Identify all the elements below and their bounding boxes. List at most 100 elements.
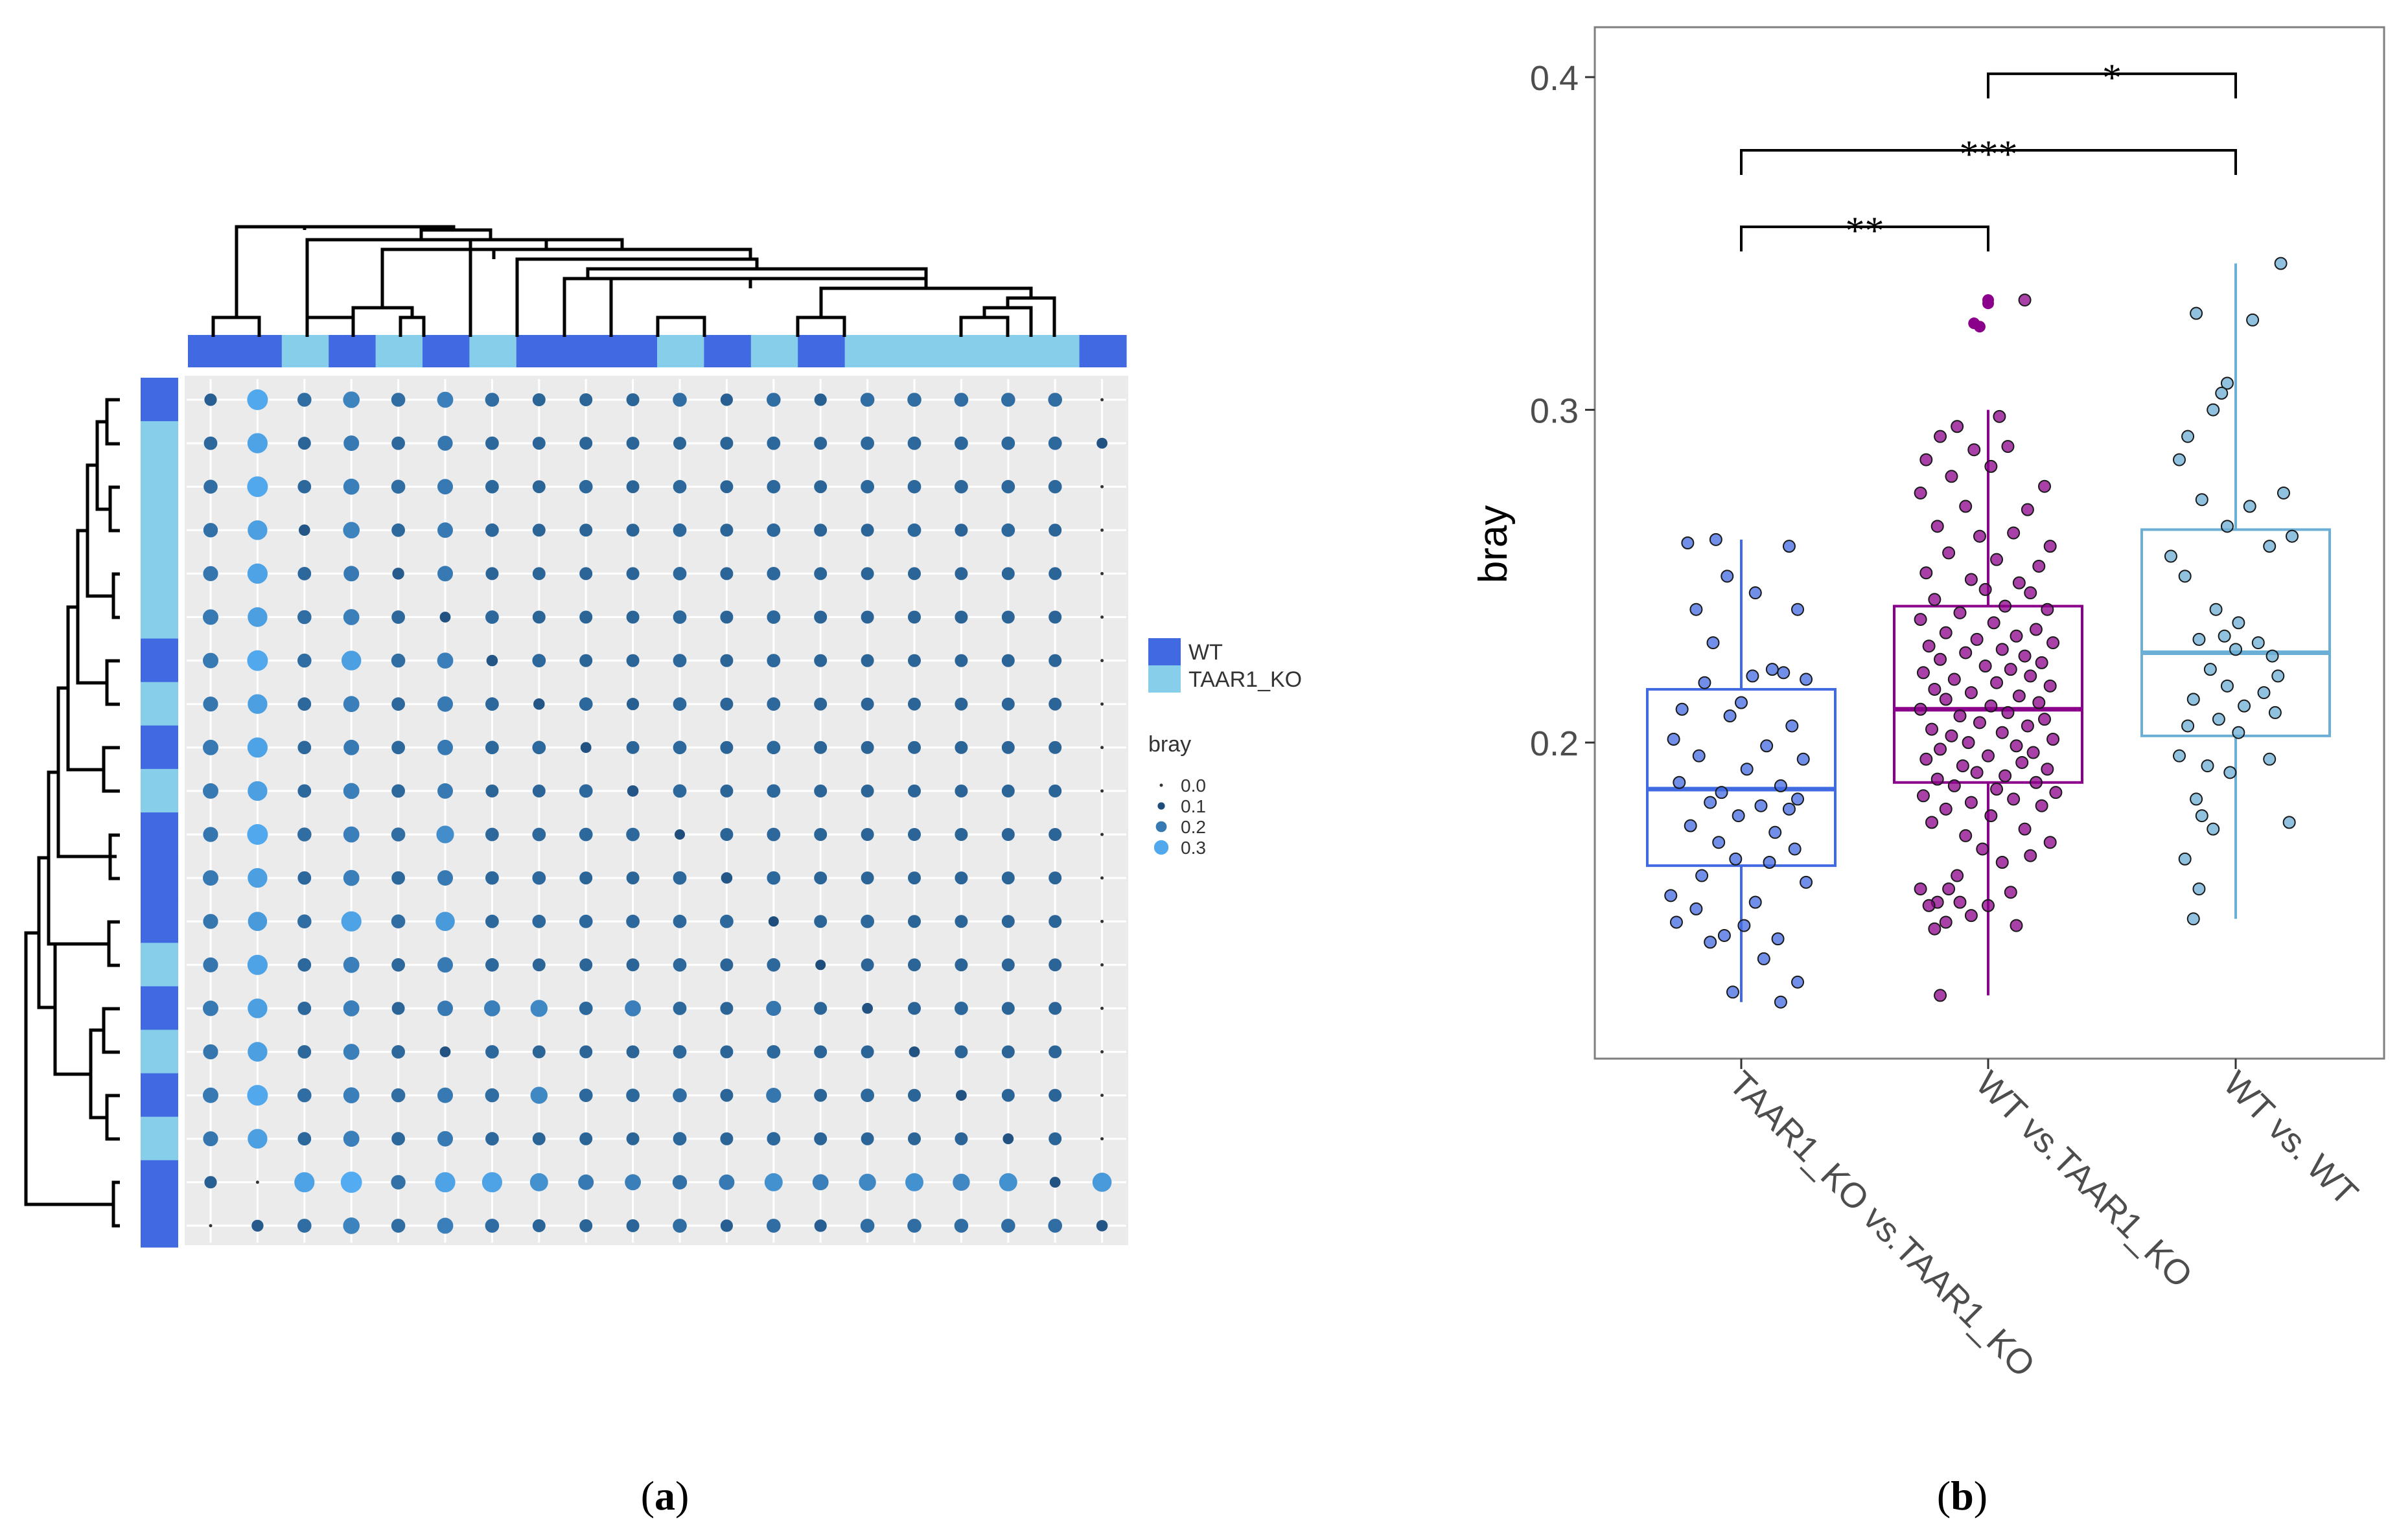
heatmap-dot: [248, 868, 268, 888]
heatmap-dot: [673, 741, 687, 755]
heatmap-dot: [485, 697, 499, 711]
jitter-point: [1675, 702, 1689, 716]
jitter-point: [2257, 686, 2271, 700]
box-outlier: [1973, 321, 1986, 333]
heatmap-dot: [1100, 571, 1104, 575]
jitter-point: [1667, 732, 1680, 746]
heatmap-dot: [343, 1044, 360, 1060]
heatmap-dot: [203, 957, 218, 972]
heatmap-dot: [767, 827, 781, 842]
heatmap-dot: [485, 523, 499, 537]
jitter-point: [2035, 656, 2048, 669]
heatmap-dot: [1100, 1094, 1104, 1098]
heatmap-dot: [1001, 1045, 1015, 1059]
size-legend-label: 0.0: [1181, 776, 1206, 796]
heatmap-dot: [204, 1176, 217, 1189]
jitter-point: [1791, 603, 1804, 616]
heatmap-dot: [297, 697, 312, 711]
heatmap-dot: [485, 567, 499, 580]
heatmap-dot: [343, 391, 360, 408]
heatmap-dot: [908, 958, 921, 972]
heatmap-dot: [579, 479, 593, 494]
heatmap-dot: [203, 566, 218, 582]
heatmap-dot: [437, 783, 453, 799]
jitter-point: [1964, 573, 1978, 586]
size-legend-dot: [1157, 802, 1165, 810]
heatmap-dot: [579, 654, 593, 667]
heatmap-dot: [485, 1045, 499, 1059]
heatmap-dot: [247, 563, 268, 584]
box-outlier: [1982, 297, 1994, 310]
heatmap-dot: [391, 653, 406, 668]
panel-a-label-letter: a: [655, 1473, 675, 1519]
jitter-point: [2178, 569, 2192, 583]
heatmap-dot: [1001, 828, 1015, 841]
heatmap-dot: [955, 654, 968, 667]
jitter-point: [2232, 726, 2245, 739]
heatmap-dot: [1048, 393, 1062, 407]
heatmap-dot: [391, 1088, 406, 1103]
jitter-point: [1717, 928, 1731, 942]
heatmap-dot: [1100, 963, 1104, 967]
heatmap-dot: [1100, 615, 1104, 619]
row-annotation-cell: [141, 986, 178, 1031]
heatmap-dot: [859, 1173, 876, 1191]
heatmap-dot: [437, 1000, 453, 1017]
heatmap-dot: [255, 1180, 259, 1184]
heatmap-dot: [1001, 741, 1015, 754]
heatmap-dot: [720, 1088, 734, 1102]
jitter-point: [2220, 376, 2234, 390]
heatmap-dot: [437, 870, 453, 886]
jitter-point: [1939, 693, 1953, 706]
heatmap-dot: [720, 393, 733, 406]
jitter-point: [1914, 882, 1927, 896]
heatmap-dot: [247, 650, 268, 671]
heatmap-dot: [626, 914, 640, 928]
heatmap-dot: [203, 827, 218, 842]
heatmap-dot: [720, 567, 734, 580]
heatmap-dot: [343, 869, 360, 886]
significance-bracket: [1740, 149, 2237, 176]
column-dendrogram-tree: [211, 225, 1056, 337]
heatmap-dot: [439, 612, 451, 623]
heatmap-dot: [861, 610, 874, 624]
size-legend-dot: [1153, 840, 1169, 855]
heatmap-dot: [1100, 789, 1104, 793]
heatmap-dot: [1092, 1173, 1112, 1192]
heatmap-dot: [673, 479, 687, 494]
heatmap-dot: [720, 437, 734, 450]
heatmap-dot: [954, 1219, 969, 1233]
heatmap-dot: [767, 610, 781, 624]
heatmap-dot: [861, 523, 874, 537]
column-annotation-cell: [1079, 335, 1127, 367]
heatmap-dot: [579, 827, 593, 842]
jitter-point: [1916, 789, 1930, 803]
jitter-point: [2192, 632, 2206, 646]
heatmap-dot: [1100, 659, 1104, 663]
heatmap-dot: [673, 784, 687, 798]
jitter-point: [1973, 716, 1986, 730]
heatmap-dot: [627, 785, 639, 797]
jitter-point: [2212, 713, 2225, 726]
panel-b-label-open: (: [1937, 1473, 1951, 1519]
jitter-point: [2024, 586, 2037, 600]
heatmap-dot: [248, 781, 268, 801]
heatmap-dot: [297, 958, 312, 972]
heatmap-dot: [955, 567, 968, 580]
significance-label: **: [1846, 209, 1884, 252]
heatmap-dot: [626, 827, 640, 842]
significance-bracket: [1740, 225, 1989, 252]
heatmap-dot: [626, 1132, 640, 1145]
heatmap-dot: [532, 437, 546, 450]
heatmap-dot: [861, 828, 874, 841]
jitter-point: [1984, 699, 1998, 713]
jitter-point: [1973, 529, 1986, 543]
heatmap-dot: [391, 436, 405, 450]
heatmap-dot: [532, 610, 546, 624]
jitter-point: [2229, 643, 2242, 656]
jitter-point: [1956, 759, 1969, 773]
heatmap-dot: [956, 1090, 967, 1101]
column-annotation-cell: [892, 335, 939, 367]
heatmap-dot: [861, 958, 874, 972]
